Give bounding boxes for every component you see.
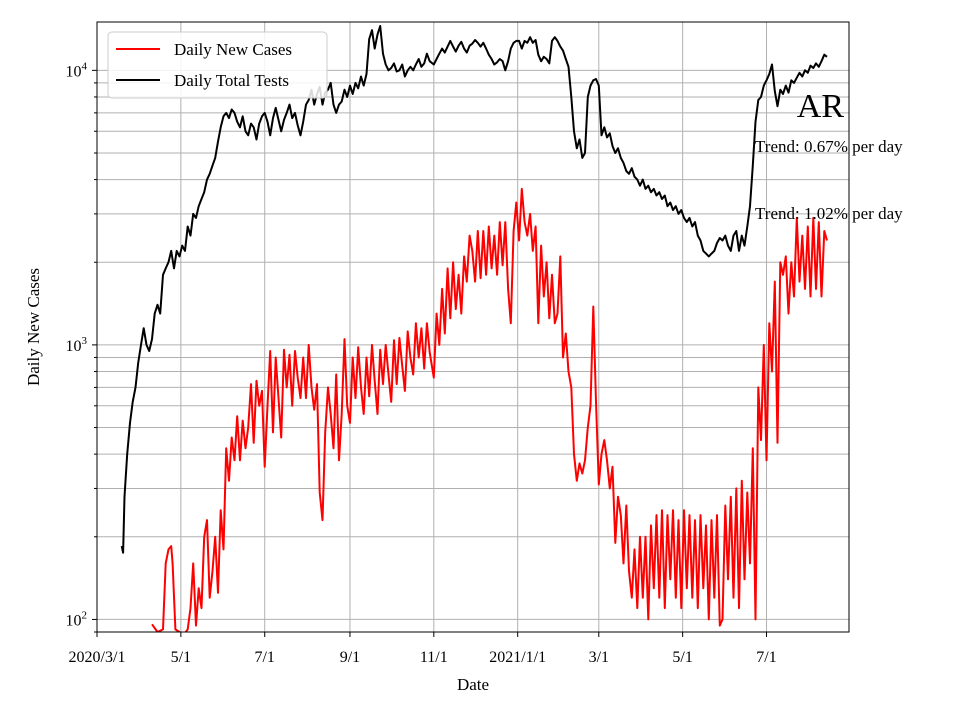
x-tick-label: 11/1 bbox=[420, 649, 448, 666]
y-axis-label: Daily New Cases bbox=[24, 268, 43, 386]
series-line-daily-total-tests bbox=[120, 25, 828, 554]
legend-label-tests: Daily Total Tests bbox=[174, 71, 289, 90]
y-tick-label: 104 bbox=[66, 60, 88, 80]
x-tick-label: 2021/1/1 bbox=[489, 649, 546, 666]
x-tick-label: 5/1 bbox=[171, 649, 191, 666]
y-tick-label: 103 bbox=[66, 335, 88, 355]
state-label: AR bbox=[797, 88, 845, 125]
x-tick-label: 2020/3/1 bbox=[69, 649, 126, 666]
trend-cases-annotation: Trend: 1.02% per day bbox=[755, 204, 903, 223]
x-tick-label: 5/1 bbox=[672, 649, 692, 666]
x-tick-label: 9/1 bbox=[340, 649, 360, 666]
series-line-daily-new-cases bbox=[151, 187, 828, 632]
plot-frame bbox=[96, 21, 850, 633]
legend: Daily New Cases Daily Total Tests bbox=[107, 31, 328, 99]
legend-box bbox=[107, 31, 328, 99]
grid-lines bbox=[97, 22, 849, 633]
legend-label-cases: Daily New Cases bbox=[174, 40, 292, 59]
x-axis-label: Date bbox=[457, 675, 489, 694]
axis-ticks: 102 103 104 2020/3/1 5/1 7/1 9/1 11/1 2021/1/1 3/… bbox=[66, 60, 777, 666]
x-tick-label: 7/1 bbox=[254, 649, 274, 666]
y-tick-label: 102 bbox=[66, 609, 88, 629]
x-tick-label: 7/1 bbox=[756, 649, 776, 666]
series-layer bbox=[120, 25, 828, 632]
trend-tests-annotation: Trend: 0.67% per day bbox=[755, 137, 903, 156]
x-tick-label: 3/1 bbox=[589, 649, 609, 666]
